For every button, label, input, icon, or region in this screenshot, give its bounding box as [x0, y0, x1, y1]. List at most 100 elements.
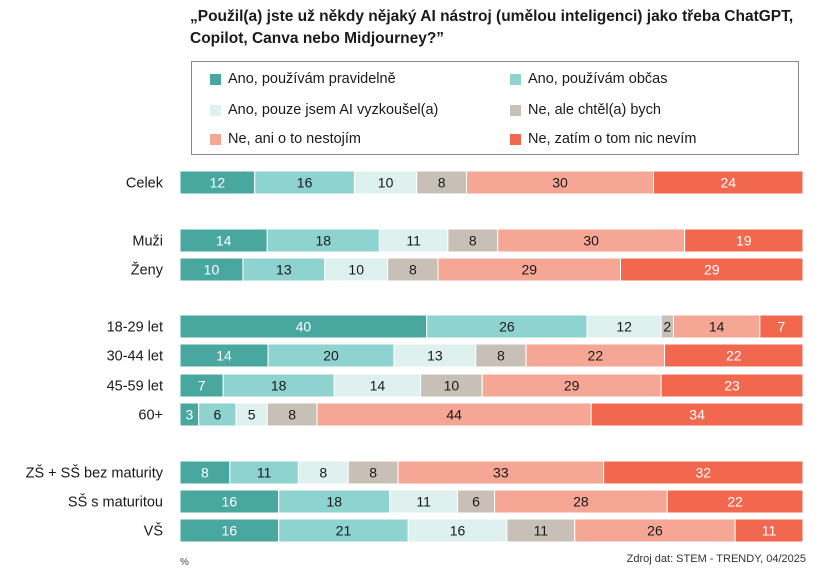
data-label: 8	[409, 262, 417, 278]
data-label: 44	[446, 407, 462, 423]
legend-item: Ano, používám pravidelně	[210, 71, 396, 87]
data-label: 11	[762, 523, 777, 539]
data-label: 22	[588, 348, 604, 364]
legend-item: Ano, používám občas	[510, 71, 667, 87]
data-label: 8	[288, 407, 296, 423]
bar-segment	[664, 343, 804, 368]
bar-segment	[734, 518, 804, 543]
data-label: 18	[326, 494, 342, 510]
data-label: 6	[213, 407, 221, 423]
data-label: 10	[204, 262, 220, 278]
bar-segment	[759, 314, 804, 339]
data-label: 11	[257, 465, 272, 481]
category-label: Muži	[132, 234, 163, 250]
data-label: 14	[709, 319, 725, 335]
legend-swatch	[210, 104, 221, 116]
legend-label: Ne, ani o to nestojím	[228, 131, 361, 147]
data-label: 29	[704, 262, 720, 278]
data-label: 8	[438, 175, 446, 191]
data-label: 30	[552, 175, 568, 191]
chart-legend: Ano, používám pravidelně Ano, používám o…	[191, 61, 799, 155]
data-label: 30	[583, 233, 599, 249]
legend-swatch	[210, 133, 221, 145]
data-label: 7	[198, 378, 206, 394]
bar-segment	[652, 170, 804, 195]
data-label: 13	[427, 348, 443, 364]
category-label: Ženy	[131, 262, 164, 279]
data-label: 29	[521, 262, 537, 278]
data-label: 3	[185, 407, 193, 423]
data-label: 12	[210, 175, 226, 191]
data-label: 24	[720, 175, 736, 191]
data-label: 29	[564, 378, 580, 394]
legend-swatch	[510, 133, 521, 145]
data-label: 8	[497, 348, 505, 364]
data-label: 10	[348, 262, 364, 278]
data-label: 23	[724, 378, 740, 394]
legend-label: Ano, používám občas	[528, 71, 668, 87]
data-label: 22	[726, 348, 742, 364]
bar-segment	[666, 489, 804, 514]
category-label: SŠ s maturitou	[68, 494, 163, 511]
data-label: 20	[323, 348, 339, 364]
data-label: 11	[416, 494, 431, 510]
data-label: 5	[248, 407, 256, 423]
data-label: 22	[727, 494, 743, 510]
category-label: VŠ	[144, 523, 163, 540]
legend-item: Ano, pouze jsem AI vyzkoušel(a)	[210, 102, 438, 118]
data-label: 34	[689, 407, 705, 423]
legend-swatch	[210, 73, 221, 85]
data-label: 7	[778, 319, 786, 335]
data-label: 11	[406, 233, 421, 249]
data-label: 26	[647, 523, 663, 539]
data-label: 14	[216, 348, 232, 364]
data-label: 40	[296, 319, 312, 335]
legend-swatch	[510, 73, 521, 85]
category-label: 30-44 let	[107, 349, 163, 365]
data-label: 8	[369, 465, 377, 481]
legend-label: Ne, ale chtěl(a) bych	[528, 102, 661, 118]
data-label: 21	[336, 523, 352, 539]
data-label: 26	[499, 319, 515, 335]
data-label: 16	[222, 523, 238, 539]
data-label: 11	[534, 523, 549, 539]
category-label: 45-59 let	[107, 379, 163, 395]
category-label: Celek	[126, 176, 164, 192]
data-label: 16	[450, 523, 466, 539]
legend-label: Ano, používám pravidelně	[228, 71, 396, 87]
legend-item: Ne, ani o to nestojím	[210, 131, 361, 147]
category-label: ZŠ + SŠ bez maturity	[26, 465, 164, 482]
data-label: 12	[616, 319, 632, 335]
bar-segment	[620, 257, 804, 282]
data-label: 18	[271, 378, 287, 394]
data-label: 32	[696, 465, 712, 481]
data-label: 6	[472, 494, 480, 510]
data-label: 16	[297, 175, 313, 191]
source-note: Zdroj dat: STEM - TRENDY, 04/2025	[626, 553, 806, 565]
bar-segment	[603, 460, 804, 485]
data-label: 16	[222, 494, 238, 510]
data-label: 8	[319, 465, 327, 481]
data-label: 13	[276, 262, 292, 278]
legend-item: Ne, ale chtěl(a) bych	[510, 102, 661, 118]
data-label: 8	[201, 465, 209, 481]
data-label: 28	[573, 494, 589, 510]
chart-title: „Použil(a) jste už někdy nějaký AI nástr…	[190, 8, 794, 47]
data-label: 19	[736, 233, 752, 249]
bar-segment	[660, 373, 804, 398]
data-label: 10	[378, 175, 394, 191]
bar-segment	[684, 228, 804, 253]
data-label: 33	[493, 465, 509, 481]
unit-label: %	[180, 557, 189, 568]
data-label: 8	[469, 233, 477, 249]
data-label: 10	[444, 378, 460, 394]
legend-swatch	[510, 104, 521, 116]
bar-segment	[590, 402, 804, 427]
data-label: 2	[663, 319, 671, 335]
data-label: 14	[216, 233, 232, 249]
legend-label: Ne, zatím o tom nic nevím	[528, 131, 697, 147]
data-label: 14	[370, 378, 386, 394]
category-label: 60+	[138, 408, 163, 424]
category-label: 18-29 let	[107, 320, 163, 336]
